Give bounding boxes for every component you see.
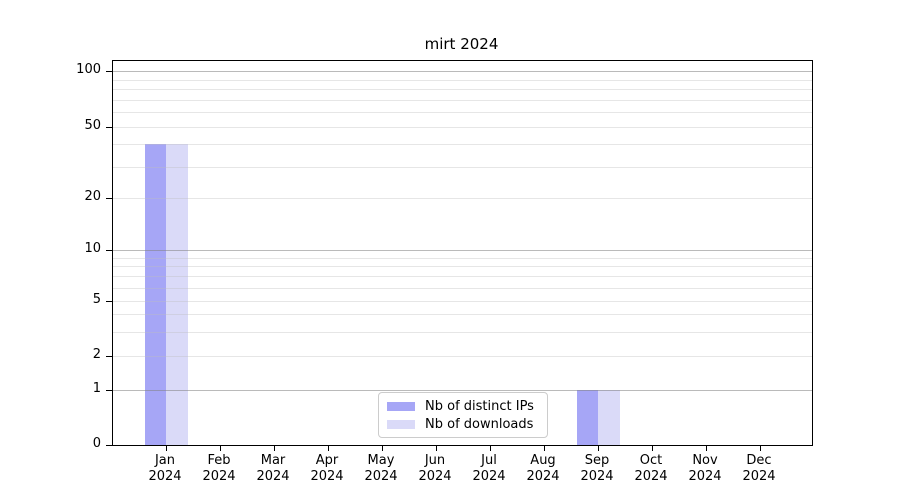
gridline-minor-40	[113, 144, 812, 145]
gridline-minor-6	[113, 288, 812, 289]
x-tick-year: 2024	[634, 469, 668, 484]
x-tick-month: Jan	[154, 453, 176, 468]
gridline-minor-20	[113, 198, 812, 199]
gridline-minor-4	[113, 314, 812, 315]
gridline-minor-3	[113, 332, 812, 333]
gridline-minor-80	[113, 89, 812, 90]
x-tick-year: 2024	[202, 469, 236, 484]
legend-label-downloads: Nb of downloads	[425, 416, 534, 432]
gridline-minor-2	[113, 356, 812, 357]
x-tick-mark-dec	[760, 445, 761, 451]
y-tick-label-100: 100	[76, 62, 101, 77]
x-tick-label-nov: Nov 2024	[675, 453, 735, 485]
x-tick-mark-oct	[652, 445, 653, 451]
gridline-minor-7	[113, 276, 812, 277]
gridline-minor-50	[113, 127, 812, 128]
gridline-minor-5	[113, 301, 812, 302]
x-tick-year: 2024	[742, 469, 776, 484]
y-tick-label-20: 20	[84, 189, 101, 204]
x-tick-mark-jul	[490, 445, 491, 451]
y-tick-mark-100	[106, 71, 112, 72]
x-tick-label-may: May 2024	[351, 453, 411, 485]
x-tick-label-aug: Aug 2024	[513, 453, 573, 485]
x-tick-label-sep: Sep 2024	[567, 453, 627, 485]
chart-title: mirt 2024	[424, 35, 499, 53]
x-tick-mark-nov	[706, 445, 707, 451]
y-tick-label-2: 2	[92, 347, 101, 362]
y-tick-label-10: 10	[84, 241, 101, 256]
y-tick-label-0: 0	[92, 436, 101, 451]
x-tick-year: 2024	[580, 469, 614, 484]
y-tick-mark-5	[106, 301, 112, 302]
legend-item-downloads: Nb of downloads	[387, 417, 547, 432]
bar-distinct-ips-sep	[577, 390, 598, 445]
x-tick-month: Sep	[584, 453, 610, 468]
x-tick-mark-sep	[598, 445, 599, 451]
x-tick-year: 2024	[526, 469, 560, 484]
x-tick-label-feb: Feb 2024	[189, 453, 249, 485]
gridline-minor-9	[113, 258, 812, 259]
x-tick-month: Dec	[746, 453, 772, 468]
y-tick-mark-1	[106, 390, 112, 391]
x-tick-mark-mar	[274, 445, 275, 451]
gridline-major-1	[113, 390, 812, 391]
gridline-major-10	[113, 250, 812, 251]
x-tick-mark-jan	[166, 445, 167, 451]
legend-swatch-distinct-ips	[387, 401, 415, 411]
x-tick-month: Nov	[692, 453, 718, 468]
x-tick-mark-aug	[544, 445, 545, 451]
bar-downloads-sep	[598, 390, 620, 445]
legend-item-distinct-ips: Nb of distinct IPs	[387, 399, 547, 414]
x-tick-month: Feb	[207, 453, 231, 468]
x-tick-mark-apr	[328, 445, 329, 451]
gridline-minor-60	[113, 112, 812, 113]
y-tick-mark-0	[106, 445, 112, 446]
y-axis-labels: 0 1 2 5 10 20 50 100	[0, 60, 101, 451]
x-tick-label-jan: Jan 2024	[135, 453, 195, 485]
x-tick-label-jun: Jun 2024	[405, 453, 465, 485]
gridline-minor-70	[113, 100, 812, 101]
x-tick-label-jul: Jul 2024	[459, 453, 519, 485]
legend-swatch-downloads	[387, 419, 415, 429]
y-tick-label-50: 50	[84, 118, 101, 133]
y-tick-label-1: 1	[92, 381, 101, 396]
x-tick-month: May	[367, 453, 395, 468]
x-axis-labels: Jan 2024 Feb 2024 Mar 2024 Apr 2024 May 2024 Jun 20…	[112, 453, 811, 493]
x-tick-month: Mar	[260, 453, 286, 468]
bar-downloads-jan	[166, 144, 188, 445]
x-tick-mark-feb	[220, 445, 221, 451]
bar-distinct-ips-jan	[145, 144, 166, 445]
x-tick-year: 2024	[364, 469, 398, 484]
gridline-minor-8	[113, 266, 812, 267]
y-tick-mark-10	[106, 250, 112, 251]
gridline-minor-30	[113, 167, 812, 168]
x-tick-mark-jun	[436, 445, 437, 451]
x-tick-mark-may	[382, 445, 383, 451]
x-tick-year: 2024	[310, 469, 344, 484]
x-tick-month: Apr	[315, 453, 339, 468]
x-tick-month: Oct	[639, 453, 663, 468]
gridline-major-100	[113, 71, 812, 72]
x-tick-label-apr: Apr 2024	[297, 453, 357, 485]
x-tick-year: 2024	[148, 469, 182, 484]
x-tick-year: 2024	[256, 469, 290, 484]
x-tick-label-oct: Oct 2024	[621, 453, 681, 485]
gridline-minor-90	[113, 80, 812, 81]
x-tick-label-dec: Dec 2024	[729, 453, 789, 485]
x-tick-label-mar: Mar 2024	[243, 453, 303, 485]
y-tick-mark-20	[106, 198, 112, 199]
plot-area	[106, 60, 813, 451]
x-tick-month: Jun	[424, 453, 446, 468]
legend: Nb of distinct IPs Nb of downloads	[378, 392, 548, 438]
y-tick-mark-2	[106, 356, 112, 357]
y-tick-mark-50	[106, 127, 112, 128]
legend-label-distinct-ips: Nb of distinct IPs	[425, 398, 534, 414]
x-tick-year: 2024	[688, 469, 722, 484]
x-tick-month: Jul	[481, 453, 497, 468]
x-tick-year: 2024	[418, 469, 452, 484]
x-tick-year: 2024	[472, 469, 506, 484]
x-tick-month: Aug	[530, 453, 556, 468]
y-tick-label-5: 5	[92, 292, 101, 307]
